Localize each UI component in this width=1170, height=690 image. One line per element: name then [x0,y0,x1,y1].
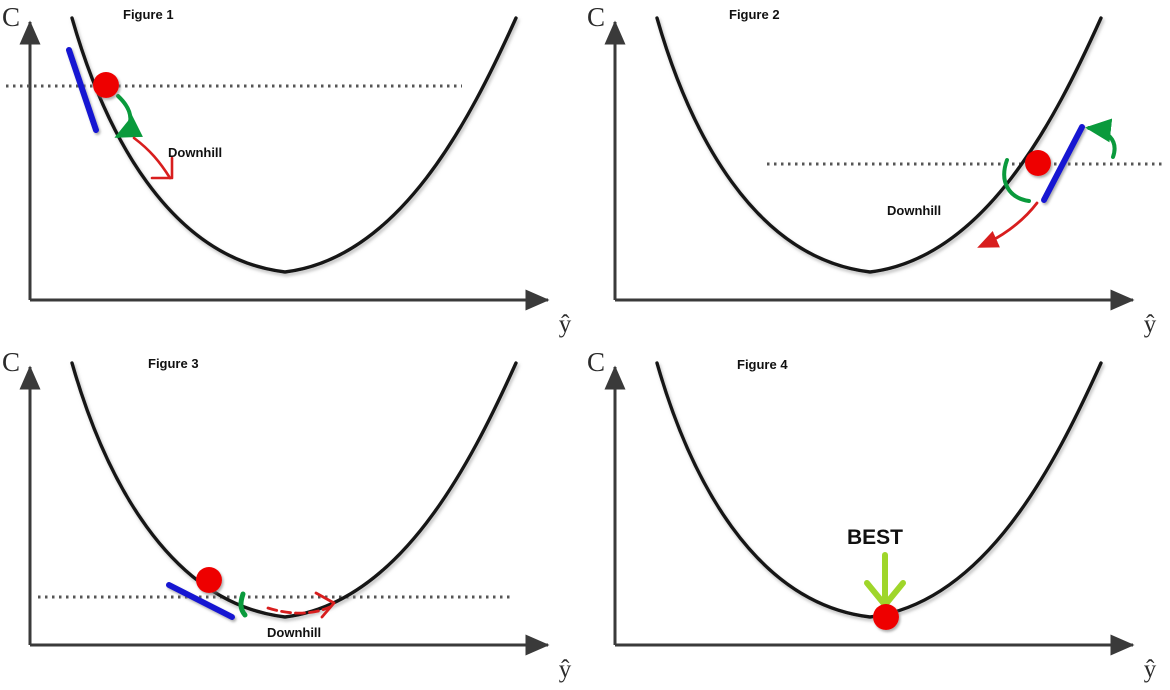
figure-title: Figure 1 [123,7,174,22]
downhill-label: Downhill [887,203,941,218]
best-arrow [864,552,906,608]
x-axis-label: ŷ [559,656,572,683]
figure-1-canvas: C ŷ Figure 1 Downhill [2,2,572,338]
figure-3-canvas: C ŷ Figure 3 Downhill [2,347,572,683]
tangent-line [166,582,235,620]
panel-figure-2: C ŷ Figure 2 Downhill [585,0,1170,345]
downhill-arrow-head [314,591,336,619]
figure-title: Figure 3 [148,356,199,371]
figure-4-canvas: C ŷ Figure 4 BEST [587,347,1157,683]
tangent-line [66,47,99,133]
axes-figure-4 [604,365,1135,656]
green-slope-arc-left [1002,158,1031,203]
downhill-label: Downhill [168,145,222,160]
cost-curve [70,16,518,274]
y-axis-label: C [2,2,20,32]
axes-figure-2 [604,20,1135,311]
y-axis-label: C [587,2,605,32]
position-ball [1025,150,1051,176]
figure-title: Figure 2 [729,7,780,22]
x-axis-label: ŷ [1144,656,1157,683]
y-axis-label: C [2,347,20,377]
y-axis-label: C [587,347,605,377]
panel-figure-1: C ŷ Figure 1 Downhill [0,0,585,345]
panel-figure-4: C ŷ Figure 4 BEST [585,345,1170,690]
downhill-arrow-shaft [266,605,332,615]
downhill-arrow-head [150,156,174,180]
axes-figure-1 [19,20,550,311]
position-ball [93,72,119,98]
downhill-arrow-shaft [132,136,172,180]
panel-figure-3: C ŷ Figure 3 Downhill [0,345,585,690]
best-label: BEST [847,526,903,549]
axes-figure-3 [19,365,550,656]
downhill-label: Downhill [267,625,321,640]
figure-2-canvas: C ŷ Figure 2 Downhill [587,2,1163,338]
green-slope-arrow [238,591,248,618]
position-ball [196,567,222,593]
position-ball [873,604,899,630]
x-axis-label: ŷ [559,311,572,338]
green-slope-arrow-right [1085,118,1117,159]
cost-curve [70,361,518,619]
cost-curve [655,16,1103,274]
figure-title: Figure 4 [737,357,788,372]
tangent-line [1041,124,1085,203]
x-axis-label: ŷ [1144,311,1157,338]
green-slope-arrow [114,94,144,138]
downhill-arrow [977,201,1039,248]
cost-curve [655,361,1103,619]
